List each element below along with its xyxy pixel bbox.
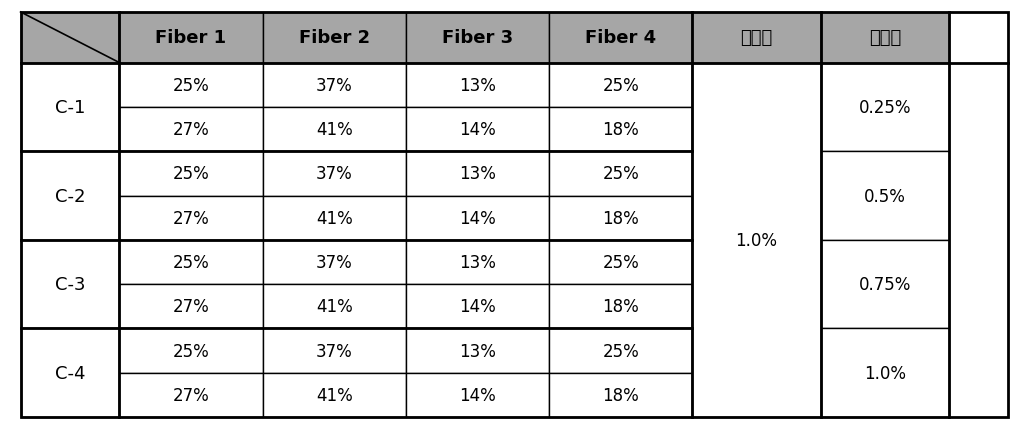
Text: 25%: 25% bbox=[173, 77, 209, 95]
Bar bbox=[21, 152, 119, 240]
Bar bbox=[262, 373, 405, 417]
Text: Fiber 2: Fiber 2 bbox=[298, 29, 369, 47]
Bar bbox=[405, 196, 549, 240]
Bar bbox=[405, 63, 549, 108]
Text: 27%: 27% bbox=[173, 121, 209, 139]
Bar bbox=[21, 64, 119, 152]
Text: 18%: 18% bbox=[602, 298, 639, 316]
Text: 37%: 37% bbox=[316, 77, 353, 95]
Bar bbox=[549, 152, 693, 196]
Text: 13%: 13% bbox=[459, 77, 496, 95]
Text: 14%: 14% bbox=[459, 121, 496, 139]
Text: 0.25%: 0.25% bbox=[858, 98, 912, 117]
Bar bbox=[262, 13, 405, 64]
Bar bbox=[119, 63, 262, 108]
Text: 37%: 37% bbox=[316, 165, 353, 183]
Text: 바인더: 바인더 bbox=[741, 29, 773, 47]
Text: 25%: 25% bbox=[173, 253, 209, 271]
Text: 25%: 25% bbox=[602, 77, 639, 95]
Bar bbox=[821, 13, 949, 64]
Text: 27%: 27% bbox=[173, 209, 209, 227]
Text: C-2: C-2 bbox=[55, 187, 85, 205]
Bar bbox=[693, 63, 821, 417]
Bar bbox=[405, 329, 549, 373]
Text: 25%: 25% bbox=[602, 253, 639, 271]
Text: 25%: 25% bbox=[173, 165, 209, 183]
Text: 1.0%: 1.0% bbox=[864, 364, 906, 382]
Text: 14%: 14% bbox=[459, 298, 496, 316]
Bar bbox=[262, 63, 405, 108]
Text: 18%: 18% bbox=[602, 386, 639, 404]
Text: Fiber 3: Fiber 3 bbox=[441, 29, 513, 47]
Bar bbox=[262, 152, 405, 196]
Bar bbox=[21, 13, 119, 64]
Bar bbox=[119, 240, 262, 285]
Bar bbox=[405, 13, 549, 64]
Text: 14%: 14% bbox=[459, 209, 496, 227]
Bar bbox=[549, 196, 693, 240]
Bar bbox=[549, 285, 693, 329]
Bar bbox=[119, 152, 262, 196]
Text: 발수제: 발수제 bbox=[868, 29, 901, 47]
Text: 18%: 18% bbox=[602, 209, 639, 227]
Bar bbox=[262, 285, 405, 329]
Bar bbox=[119, 13, 262, 64]
Text: 37%: 37% bbox=[316, 253, 353, 271]
Text: 37%: 37% bbox=[316, 342, 353, 360]
Bar bbox=[262, 108, 405, 152]
Bar bbox=[549, 108, 693, 152]
Bar bbox=[549, 373, 693, 417]
Bar bbox=[821, 329, 949, 417]
Text: 41%: 41% bbox=[316, 298, 353, 316]
Text: C-4: C-4 bbox=[55, 364, 85, 382]
Bar bbox=[262, 196, 405, 240]
Text: Fiber 4: Fiber 4 bbox=[586, 29, 657, 47]
Bar bbox=[119, 108, 262, 152]
Bar bbox=[119, 373, 262, 417]
Text: C-3: C-3 bbox=[55, 276, 85, 293]
Text: 14%: 14% bbox=[459, 386, 496, 404]
Bar bbox=[549, 13, 693, 64]
Bar bbox=[549, 329, 693, 373]
Text: 13%: 13% bbox=[459, 253, 496, 271]
Text: 25%: 25% bbox=[602, 342, 639, 360]
Text: 25%: 25% bbox=[173, 342, 209, 360]
Text: 18%: 18% bbox=[602, 121, 639, 139]
Text: 27%: 27% bbox=[173, 298, 209, 316]
Text: 13%: 13% bbox=[459, 342, 496, 360]
Bar bbox=[549, 63, 693, 108]
Bar bbox=[405, 285, 549, 329]
Bar bbox=[821, 240, 949, 329]
Bar bbox=[262, 329, 405, 373]
Text: 41%: 41% bbox=[316, 386, 353, 404]
Bar bbox=[119, 285, 262, 329]
Text: 13%: 13% bbox=[459, 165, 496, 183]
Text: 27%: 27% bbox=[173, 386, 209, 404]
Bar bbox=[405, 373, 549, 417]
Text: 0.5%: 0.5% bbox=[864, 187, 906, 205]
Text: 1.0%: 1.0% bbox=[736, 231, 778, 249]
Bar bbox=[119, 196, 262, 240]
Bar bbox=[21, 240, 119, 329]
Text: Fiber 1: Fiber 1 bbox=[155, 29, 226, 47]
Bar bbox=[262, 240, 405, 285]
Bar bbox=[549, 240, 693, 285]
Bar bbox=[405, 108, 549, 152]
Text: 41%: 41% bbox=[316, 121, 353, 139]
Text: C-1: C-1 bbox=[55, 98, 85, 117]
Text: 25%: 25% bbox=[602, 165, 639, 183]
Bar bbox=[405, 240, 549, 285]
Bar bbox=[119, 329, 262, 373]
Text: 0.75%: 0.75% bbox=[859, 276, 911, 293]
Text: 41%: 41% bbox=[316, 209, 353, 227]
Bar bbox=[821, 152, 949, 240]
Bar bbox=[693, 13, 821, 64]
Bar bbox=[821, 64, 949, 152]
Bar bbox=[21, 329, 119, 417]
Bar bbox=[405, 152, 549, 196]
